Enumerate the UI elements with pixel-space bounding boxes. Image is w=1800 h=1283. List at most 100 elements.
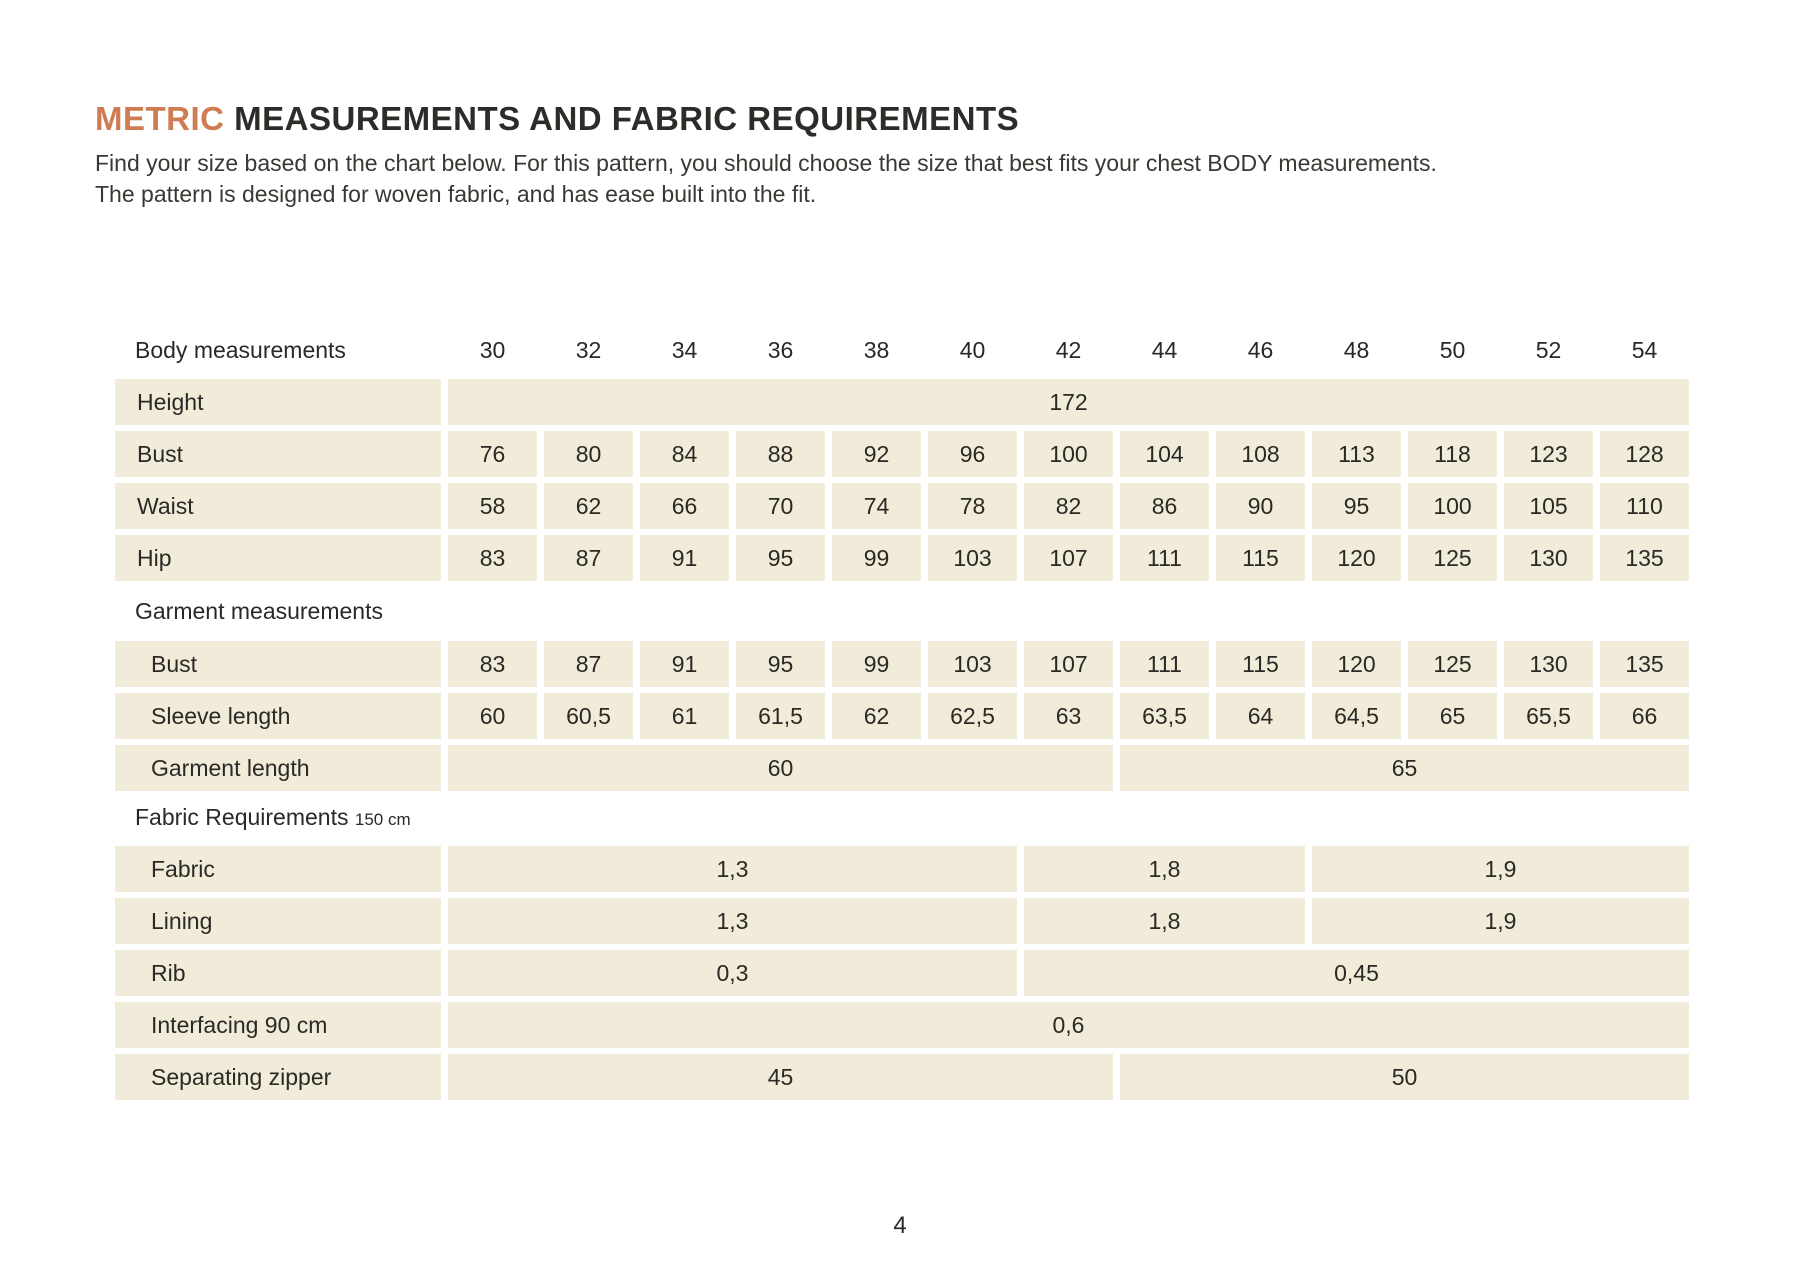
value-cell: 70 [736,483,825,529]
value-cell: 120 [1312,535,1401,581]
merged-value-cell: 172 [448,379,1689,425]
merged-value-cell: 1,9 [1312,846,1689,892]
value-cell: 63,5 [1120,693,1209,739]
merged-value-cell: 1,8 [1024,898,1305,944]
value-cell: 66 [640,483,729,529]
merged-value-cell: 65 [1120,745,1689,791]
value-cell: 99 [832,641,921,687]
value-cell: 100 [1024,431,1113,477]
intro-paragraph: Find your size based on the chart below.… [95,148,1800,210]
row-label: Interfacing 90 cm [115,1002,441,1048]
value-cell: 96 [928,431,1017,477]
size-header-cell: 46 [1247,336,1274,363]
value-cell: 91 [640,535,729,581]
page-title-highlight: METRIC [95,100,225,137]
size-header-cell: 38 [863,336,890,363]
merged-value-cell: 0,3 [448,950,1017,996]
value-cell: 65 [1408,693,1497,739]
value-cell: 83 [448,641,537,687]
value-cell: 60 [448,693,537,739]
row-label: Garment length [115,745,441,791]
value-cell: 111 [1120,641,1209,687]
row-label: Height [115,379,441,425]
page-title-rest: MEASUREMENTS AND FABRIC REQUIREMENTS [224,100,1020,137]
row-label: Hip [115,535,441,581]
value-cell: 63 [1024,693,1113,739]
size-table: Body measurements 30 32 34 36 38 40 42 44 46 48 50 5… [115,327,1800,1100]
size-header-cell: 40 [959,336,986,363]
value-cell: 130 [1504,641,1593,687]
document-page: METRIC MEASUREMENTS AND FABRIC REQUIREME… [95,100,1800,1239]
row-label: Sleeve length [115,693,441,739]
row-label: Fabric [115,846,441,892]
garment-section-label: Garment measurements [135,598,383,624]
value-cell: 115 [1216,641,1305,687]
value-cell: 86 [1120,483,1209,529]
merged-value-cell: 1,8 [1024,846,1305,892]
fabric-section-header: Fabric Requirements 150 cm [115,803,1800,834]
value-cell: 58 [448,483,537,529]
value-cell: 103 [928,641,1017,687]
value-cell: 104 [1120,431,1209,477]
value-cell: 95 [736,641,825,687]
row-label: Separating zipper [115,1054,441,1100]
value-cell: 62,5 [928,693,1017,739]
value-cell: 87 [544,535,633,581]
value-cell: 90 [1216,483,1305,529]
value-cell: 130 [1504,535,1593,581]
garment-section-header: Garment measurements [115,597,1800,626]
row-label: Lining [115,898,441,944]
value-cell: 99 [832,535,921,581]
value-cell: 105 [1504,483,1593,529]
value-cell: 125 [1408,535,1497,581]
merged-value-cell: 1,9 [1312,898,1689,944]
value-cell: 135 [1600,535,1689,581]
value-cell: 120 [1312,641,1401,687]
value-cell: 110 [1600,483,1689,529]
value-cell: 115 [1216,535,1305,581]
value-cell: 84 [640,431,729,477]
value-cell: 135 [1600,641,1689,687]
value-cell: 64,5 [1312,693,1401,739]
value-cell: 62 [544,483,633,529]
value-cell: 118 [1408,431,1497,477]
body-measurements-grid: Body measurements 30 32 34 36 38 40 42 44 46 48 50 5… [115,327,1800,581]
merged-value-cell: 0,45 [1024,950,1689,996]
size-header-cell: 30 [479,336,506,363]
size-header-cell: 50 [1439,336,1466,363]
value-cell: 111 [1120,535,1209,581]
value-cell: 83 [448,535,537,581]
value-cell: 113 [1312,431,1401,477]
value-cell: 128 [1600,431,1689,477]
value-cell: 87 [544,641,633,687]
row-label: Bust [115,641,441,687]
fabric-section-label: Fabric Requirements [135,804,349,830]
value-cell: 62 [832,693,921,739]
value-cell: 61 [640,693,729,739]
value-cell: 107 [1024,535,1113,581]
row-label: Bust [115,431,441,477]
merged-value-cell: 1,3 [448,846,1017,892]
row-label: Waist [115,483,441,529]
merged-value-cell: 60 [448,745,1113,791]
size-header-cell: 48 [1343,336,1370,363]
value-cell: 74 [832,483,921,529]
merged-value-cell: 50 [1120,1054,1689,1100]
size-header-cell: 44 [1151,336,1178,363]
value-cell: 60,5 [544,693,633,739]
value-cell: 91 [640,641,729,687]
column-header-label: Body measurements [135,336,346,363]
value-cell: 82 [1024,483,1113,529]
fabric-requirements-grid: Fabric 1,3 1,8 1,9 Lining 1,3 1,8 1,9 Rib 0,3 0,45… [115,846,1800,1100]
size-header-cell: 36 [767,336,794,363]
value-cell: 107 [1024,641,1113,687]
fabric-section-suffix: 150 cm [354,810,411,829]
value-cell: 88 [736,431,825,477]
value-cell: 80 [544,431,633,477]
size-header-cell: 32 [575,336,602,363]
value-cell: 65,5 [1504,693,1593,739]
merged-value-cell: 45 [448,1054,1113,1100]
value-cell: 95 [736,535,825,581]
value-cell: 100 [1408,483,1497,529]
value-cell: 78 [928,483,1017,529]
